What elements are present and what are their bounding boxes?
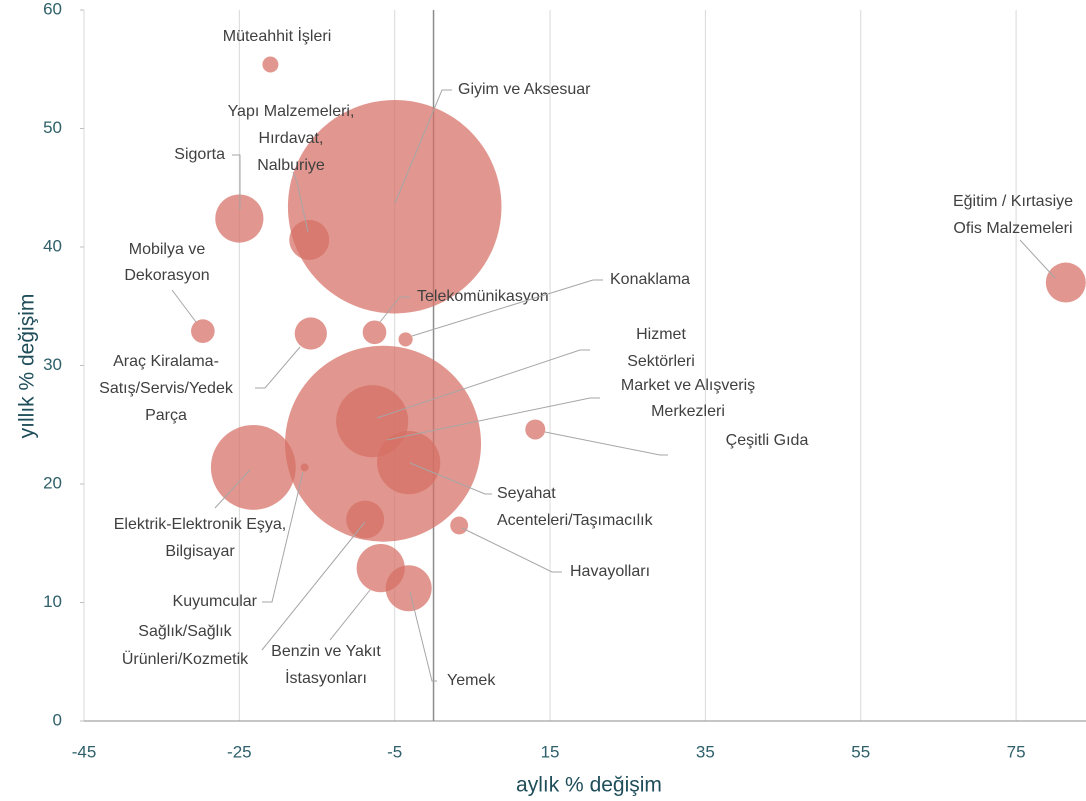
bubble — [362, 320, 387, 345]
leader-line — [409, 591, 437, 682]
leader-line — [409, 462, 492, 495]
bubble — [191, 319, 215, 343]
y-tick-label: 20 — [43, 473, 62, 492]
bubble — [210, 424, 296, 510]
x-tick-label: 75 — [1007, 742, 1026, 761]
bubble-label: Araç Kiralama- — [113, 353, 219, 370]
bubble-label: Elektrik-Elektronik Eşya, — [114, 516, 287, 533]
leader-line — [329, 589, 371, 641]
y-tick-label: 40 — [43, 236, 62, 255]
y-axis-title: yıllık % değişim — [16, 294, 39, 439]
bubble — [377, 431, 441, 495]
bubble — [285, 345, 482, 542]
leader-line — [544, 431, 668, 456]
y-tick-label: 30 — [43, 355, 62, 374]
bubble — [525, 419, 546, 440]
bubble-label: Ürünleri/Kozmetik — [122, 650, 249, 668]
bubble — [450, 516, 469, 535]
leader-line — [292, 171, 309, 233]
x-tick-label: 35 — [696, 742, 715, 761]
bubble-label: Hizmet — [636, 326, 686, 343]
bubble-label: Acenteleri/Taşımacılık — [497, 512, 654, 529]
leader-line — [461, 527, 562, 573]
bubble-label: Eğitim / Kırtasiye — [953, 193, 1073, 210]
leader-line — [171, 289, 197, 323]
bubble-label: Yemek — [447, 672, 496, 689]
x-tick-label: 15 — [541, 742, 560, 761]
leader-line — [411, 279, 603, 337]
x-tick-label: -5 — [387, 742, 402, 761]
bubble-label: Benzin ve Yakıt — [271, 643, 381, 660]
bubble-label: Satış/Servis/Yedek — [99, 380, 234, 397]
bubble-label: Market ve Alışveriş — [621, 377, 755, 394]
grid — [83, 10, 1017, 721]
leader-line — [232, 154, 241, 210]
x-tick-label: 55 — [851, 742, 870, 761]
leader-line — [214, 469, 251, 509]
y-tick-label: 60 — [43, 0, 62, 18]
bubble — [287, 99, 502, 314]
bubble — [294, 317, 327, 350]
bubble-label: Ofis Malzemeleri — [953, 220, 1072, 237]
x-tick-label: -25 — [227, 742, 252, 761]
bubble-label: Seyahat — [497, 485, 556, 502]
leader-line — [1019, 239, 1056, 279]
bubble — [346, 500, 385, 539]
bubble-label: Bilgisayar — [165, 543, 235, 560]
leader-line — [394, 89, 452, 204]
bubble-label: Mobilya ve — [129, 241, 206, 258]
bubble — [398, 332, 413, 347]
bubble — [1045, 262, 1086, 303]
bubble-label: İstasyonları — [285, 668, 367, 687]
x-axis-title: aylık % değişim — [516, 774, 662, 797]
y-tick-label: 50 — [43, 118, 62, 137]
bubble-label: Kuyumcular — [173, 593, 258, 610]
bubble-label: Sektörleri — [627, 353, 695, 370]
bubbles — [191, 56, 1086, 612]
bubble-label: Hırdavat, — [259, 130, 324, 147]
bubble-label: Havayolları — [570, 563, 650, 580]
bubble-label: Konaklama — [610, 271, 690, 288]
bubble — [300, 463, 309, 472]
bubble-label: Telekomünikasyon — [417, 288, 549, 305]
bubble-label: Çeşitli Gıda — [726, 432, 809, 449]
bubble — [215, 194, 264, 243]
leader-line — [255, 346, 301, 389]
x-tick-label: -45 — [72, 742, 97, 761]
bubble-label: Yapı Malzemeleri, — [228, 103, 355, 120]
bubble-label: Müteahhit İşleri — [223, 26, 332, 45]
bubble-label: Dekorasyon — [124, 267, 209, 284]
leader-line — [262, 471, 304, 603]
bubble-label: Parça — [145, 407, 187, 424]
leader-line — [261, 521, 366, 651]
bubble — [385, 565, 432, 612]
bubble — [262, 56, 279, 73]
leader-line — [386, 397, 600, 441]
bubble-label: Nalburiye — [257, 157, 325, 174]
bubble-label: Giyim ve Aksesuar — [458, 81, 591, 98]
leader-line — [376, 349, 590, 419]
y-tick-label: 0 — [53, 710, 62, 729]
bubble-label: Sigorta — [174, 146, 225, 163]
bubble-label: Merkezleri — [651, 403, 725, 420]
y-tick-label: 10 — [43, 592, 62, 611]
leader-line — [379, 296, 410, 323]
bubble — [289, 219, 330, 260]
bubble-label: Sağlık/Sağlık — [138, 623, 232, 640]
